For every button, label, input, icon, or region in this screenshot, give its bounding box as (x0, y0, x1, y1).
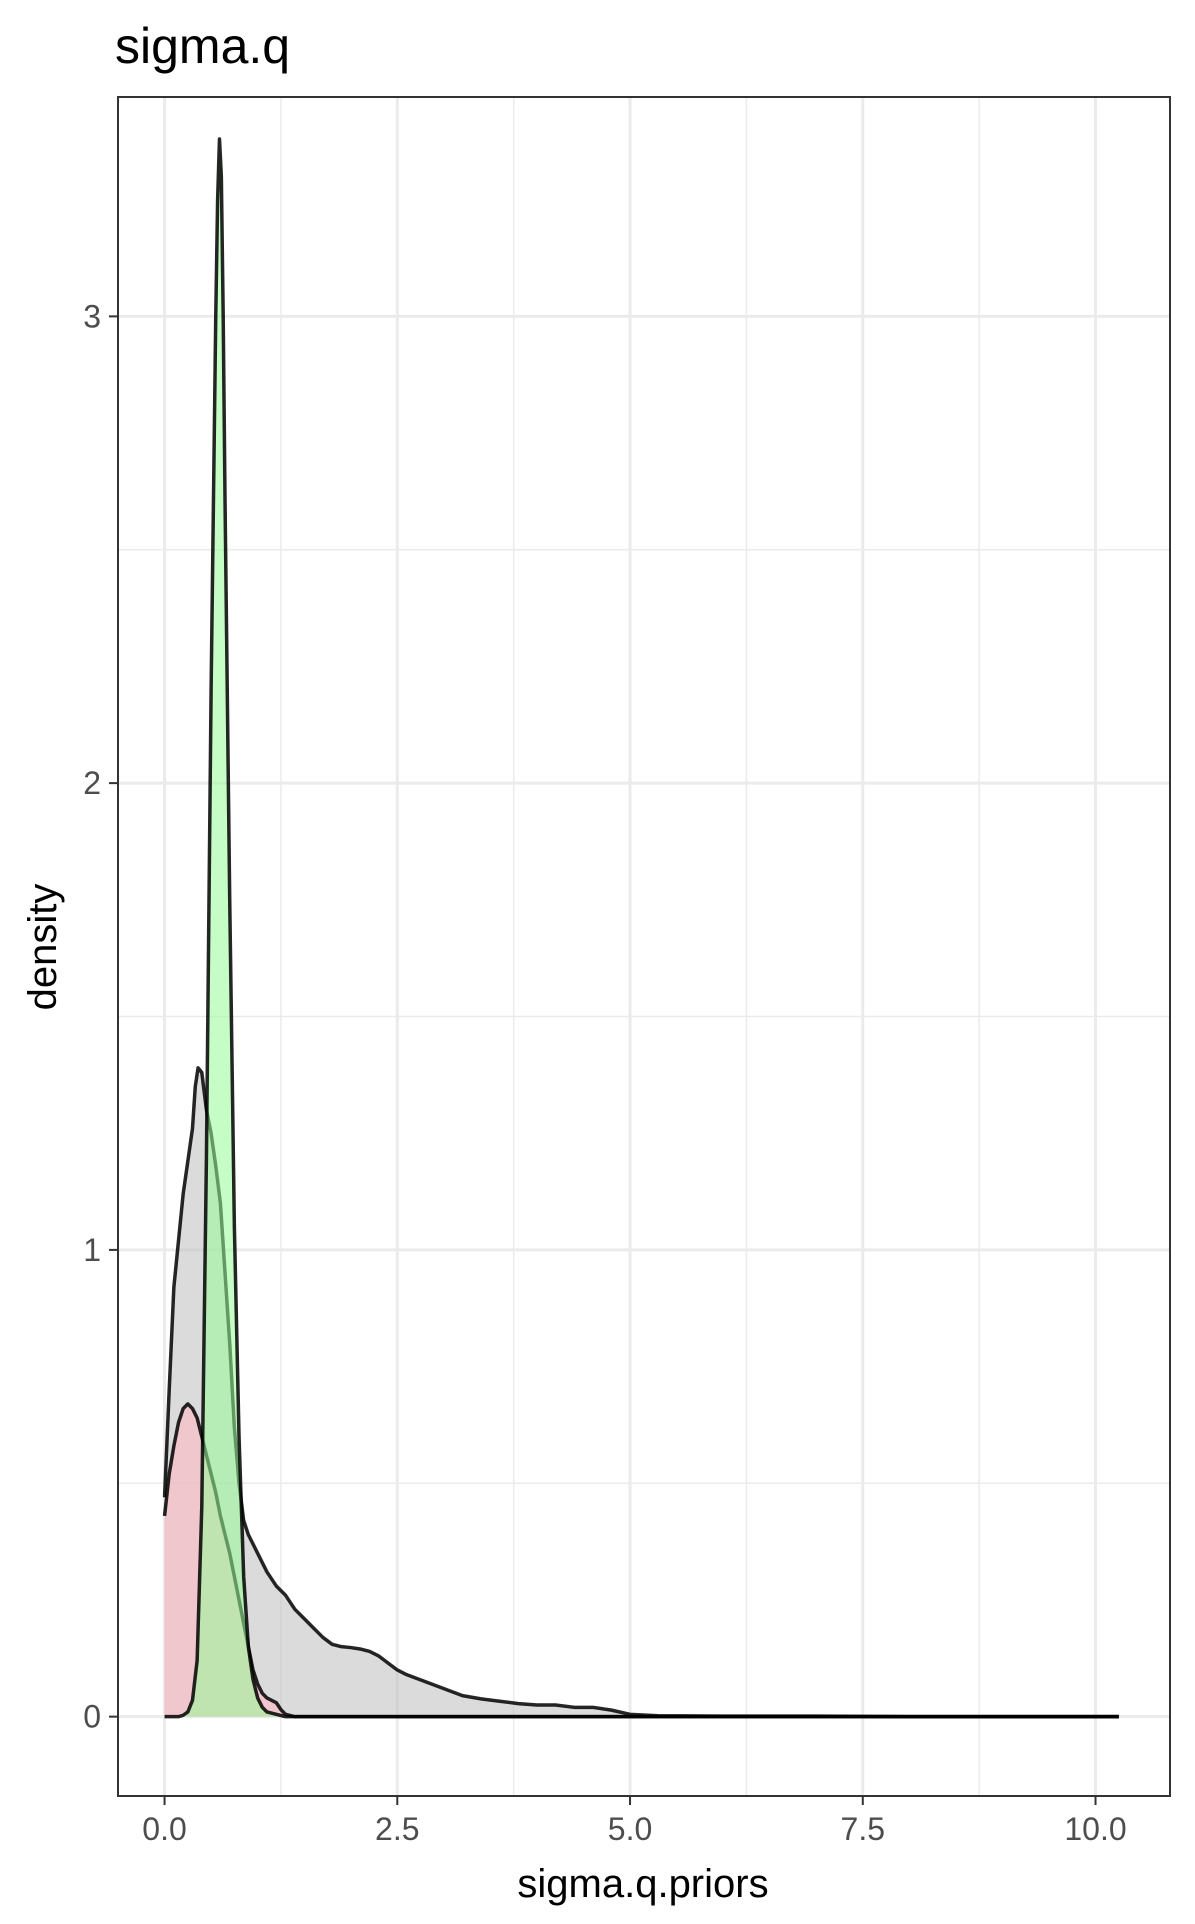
y-tick-label: 0 (83, 1699, 101, 1735)
chart-title: sigma.q (115, 18, 290, 74)
y-tick-label: 2 (83, 765, 101, 801)
density-area-1 (164, 1067, 1119, 1717)
x-tick-label: 2.5 (375, 1811, 419, 1847)
x-tick-label: 5.0 (608, 1811, 652, 1847)
panel-border (117, 96, 1171, 1797)
y-tick-label: 3 (83, 298, 101, 334)
x-axis-title: sigma.q.priors (517, 1862, 768, 1906)
y-axis-title: density (21, 884, 65, 1011)
y-tick-label: 1 (83, 1232, 101, 1268)
density-line-3 (164, 137, 1119, 1719)
x-tick-label: 10.0 (1064, 1811, 1126, 1847)
x-tick-label: 0.0 (142, 1811, 186, 1847)
x-tick-label: 7.5 (841, 1811, 885, 1847)
plot-area: 0.0 2.5 5.0 7.5 10.0 0 1 2 3 (83, 96, 1171, 1847)
plot-background (118, 97, 1170, 1796)
